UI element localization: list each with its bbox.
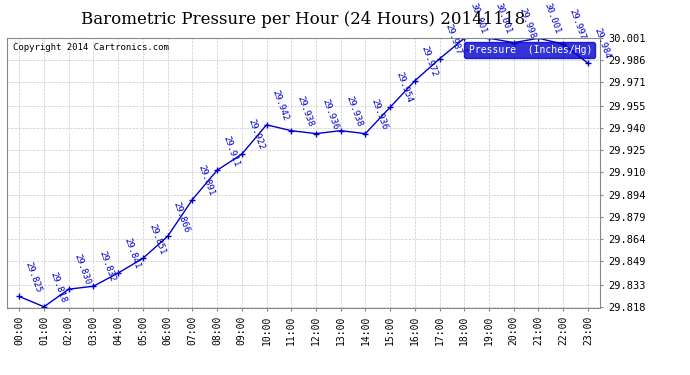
Text: 29.866: 29.866 <box>172 200 191 234</box>
Text: 29.825: 29.825 <box>23 260 43 294</box>
Text: 30.001: 30.001 <box>469 2 488 36</box>
Text: 29.818: 29.818 <box>48 271 68 304</box>
Legend: Pressure  (Inches/Hg): Pressure (Inches/Hg) <box>464 42 595 58</box>
Text: 29.938: 29.938 <box>345 94 364 128</box>
Text: 29.832: 29.832 <box>97 250 117 284</box>
Text: 29.911: 29.911 <box>221 134 241 168</box>
Text: 29.851: 29.851 <box>147 222 166 256</box>
Text: 29.972: 29.972 <box>419 45 439 78</box>
Text: 29.954: 29.954 <box>394 71 414 104</box>
Text: 29.830: 29.830 <box>73 253 92 286</box>
Text: 30.001: 30.001 <box>493 2 513 36</box>
Text: 29.997: 29.997 <box>567 8 587 41</box>
Text: 29.984: 29.984 <box>592 27 611 60</box>
Text: 29.922: 29.922 <box>246 118 266 152</box>
Text: 29.891: 29.891 <box>197 164 216 197</box>
Text: 29.998: 29.998 <box>518 6 538 40</box>
Text: 29.942: 29.942 <box>270 88 290 122</box>
Text: 29.841: 29.841 <box>122 237 142 270</box>
Text: 30.001: 30.001 <box>542 2 562 36</box>
Text: 29.936: 29.936 <box>370 98 389 131</box>
Text: Copyright 2014 Cartronics.com: Copyright 2014 Cartronics.com <box>13 43 169 52</box>
Text: 29.936: 29.936 <box>320 98 339 131</box>
Text: 29.938: 29.938 <box>295 94 315 128</box>
Text: 29.987: 29.987 <box>444 22 463 56</box>
Text: Barometric Pressure per Hour (24 Hours) 20141118: Barometric Pressure per Hour (24 Hours) … <box>81 11 526 28</box>
